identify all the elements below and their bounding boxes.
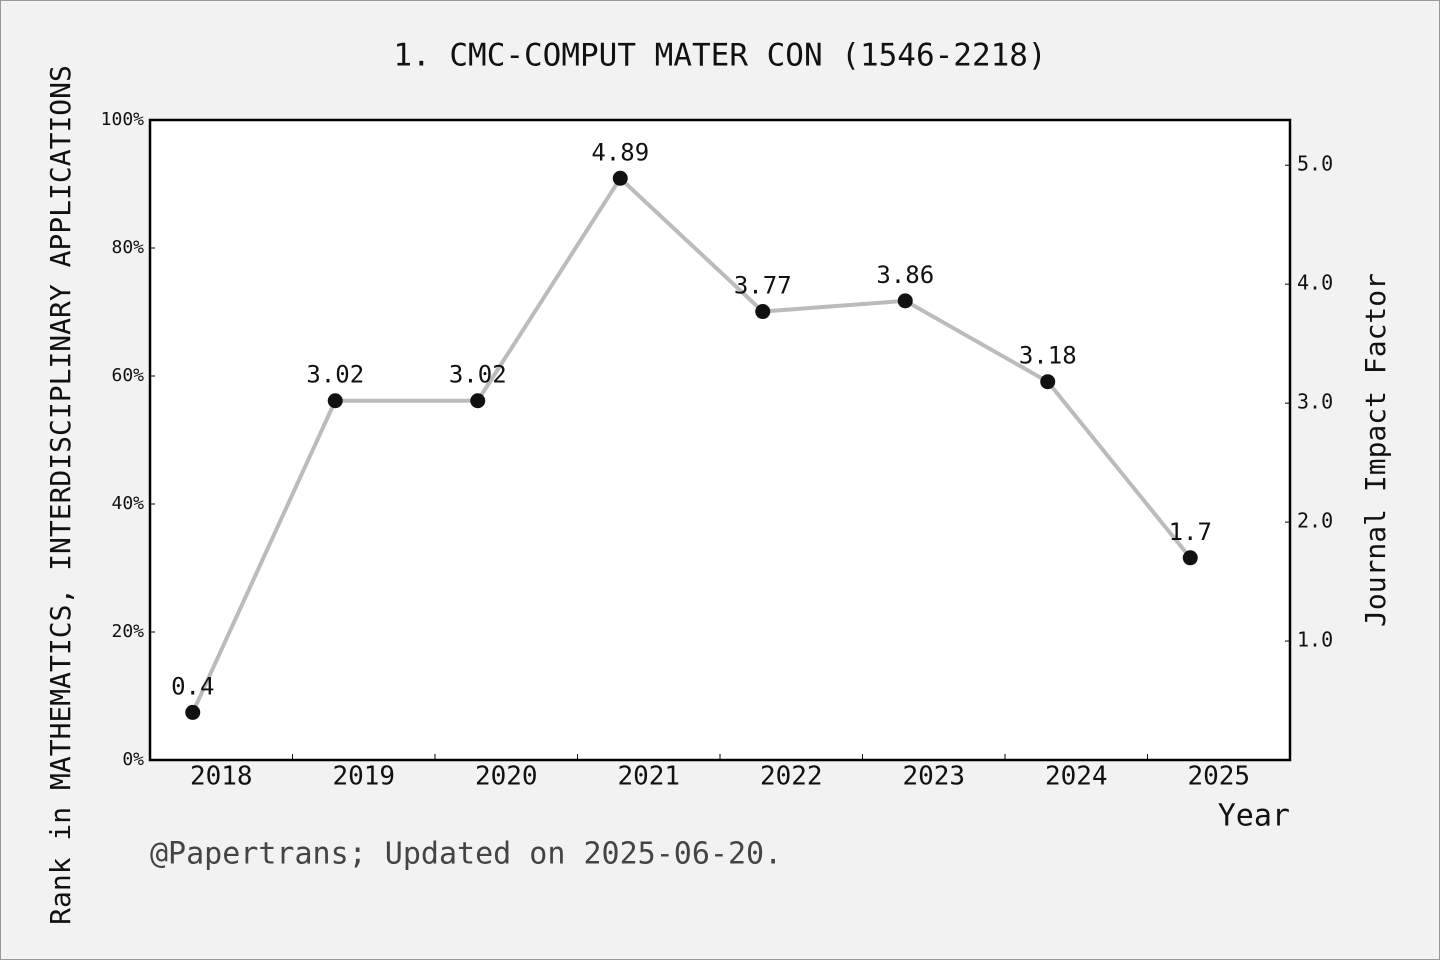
y-axis-label: Rank in MATHEMATICS, INTERDISCIPLINARY A…	[44, 65, 77, 925]
x-tick-label: 2023	[902, 762, 965, 792]
line	[190, 175, 1192, 714]
marker	[897, 293, 913, 309]
marker	[755, 304, 771, 320]
value-label: 3.18	[1019, 342, 1077, 370]
x-tick-label: 2018	[190, 762, 253, 792]
value-label: 4.89	[591, 138, 649, 166]
x-tick-label: 2021	[617, 762, 680, 792]
plot-area	[148, 118, 1292, 762]
y-tick-label: 20%	[111, 621, 144, 642]
value-label: 3.77	[734, 272, 792, 300]
marker	[1040, 374, 1056, 390]
y2-tick-label: 1.0	[1297, 628, 1333, 652]
x-axis-label: Year	[1218, 799, 1290, 834]
value-label: 0.4	[171, 672, 214, 700]
value-label: 3.86	[876, 261, 934, 289]
marker	[327, 393, 343, 409]
y-tick-label: 80%	[111, 237, 144, 258]
y2-axis-label: Journal Impact Factor	[1359, 273, 1392, 627]
value-label: 3.02	[449, 361, 507, 389]
y-tick-label: 0%	[122, 749, 144, 770]
x-tick-label: 2025	[1187, 762, 1250, 792]
marker	[612, 170, 628, 186]
chart-title: 1. CMC-COMPUT MATER CON (1546-2218)	[393, 38, 1046, 74]
footnote: @Papertrans; Updated on 2025-06-20.	[150, 837, 782, 872]
marker	[185, 704, 201, 720]
x-tick-label: 2019	[332, 762, 395, 792]
value-label: 1.7	[1169, 518, 1212, 546]
y2-tick-label: 5.0	[1297, 152, 1333, 176]
marker	[1182, 550, 1198, 566]
value-label: 3.02	[306, 361, 364, 389]
y-tick-label: 60%	[111, 365, 144, 386]
marker	[470, 393, 486, 409]
x-tick-label: 2024	[1045, 762, 1108, 792]
y2-tick-label: 4.0	[1297, 271, 1333, 295]
x-tick-label: 2022	[760, 762, 823, 792]
y-tick-label: 40%	[111, 493, 144, 514]
y-tick-label: 100%	[101, 109, 145, 130]
y2-tick-label: 2.0	[1297, 509, 1333, 533]
x-tick-label: 2020	[475, 762, 538, 792]
y2-tick-label: 3.0	[1297, 390, 1333, 414]
